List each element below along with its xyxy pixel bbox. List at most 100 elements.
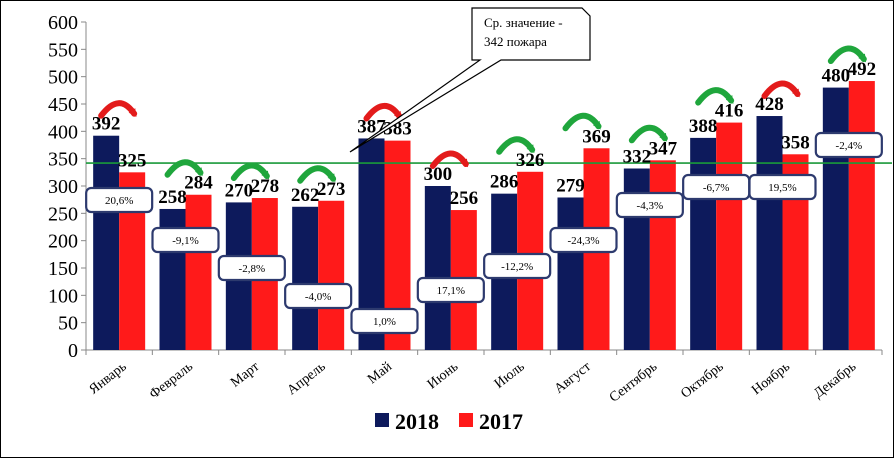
change-label: 19,5% [768, 182, 796, 194]
x-tick-label: Ноябрь [749, 359, 793, 398]
trend-arrow-up [98, 100, 138, 119]
x-tick-label: Август [552, 359, 594, 397]
change-box [483, 252, 552, 280]
legend: 2018 2017 [375, 409, 523, 434]
legend-label-2017: 2017 [479, 409, 523, 434]
y-tick-label: 0 [68, 340, 78, 362]
change-box [284, 282, 353, 310]
value-label-2018: 258 [158, 187, 187, 208]
change-label: -4,0% [305, 291, 332, 303]
legend-swatch-2018 [375, 413, 389, 427]
value-label-2018: 300 [424, 164, 453, 185]
value-label-2017: 347 [649, 138, 678, 159]
x-tick-label: Апрель [285, 359, 329, 398]
change-box [217, 254, 286, 282]
x-tick-label: Июнь [425, 359, 461, 392]
trend-arrow-down [695, 87, 735, 106]
x-tick-label: Декабрь [811, 359, 859, 401]
y-tick-label: 550 [48, 39, 78, 61]
value-label-2018: 332 [623, 147, 652, 168]
bar-2018 [292, 206, 319, 350]
x-tick-label: Октябрь [678, 359, 726, 401]
change-box [350, 307, 419, 335]
value-label-2017: 358 [781, 132, 810, 153]
trend-arrow-up [761, 80, 801, 100]
change-box [85, 186, 154, 214]
bar-2018 [557, 197, 584, 350]
bar-2018 [822, 87, 849, 350]
change-label: 17,1% [437, 285, 465, 297]
y-tick-label: 350 [48, 149, 78, 171]
value-label-2018: 286 [490, 172, 519, 193]
x-tick-label: Сентябрь [607, 359, 660, 405]
bar-2017 [318, 200, 345, 350]
change-label: -2,8% [239, 263, 266, 275]
change-label: -2,4% [836, 140, 863, 152]
bar-2017 [716, 122, 743, 350]
value-label-2017: 492 [848, 59, 877, 80]
trend-arrow-down [297, 165, 337, 184]
change-label: 1,0% [373, 316, 396, 328]
trend-arrow-down [496, 136, 536, 155]
callout-line-2: 342 пожара [484, 34, 547, 49]
x-tick-label: Июль [492, 359, 528, 392]
value-label-2018: 480 [822, 66, 851, 87]
trend-arrow-down [562, 112, 602, 132]
change-label: -9,1% [172, 235, 199, 247]
value-label-2017: 256 [450, 188, 479, 209]
value-label-2018: 279 [556, 175, 585, 196]
y-tick-label: 400 [48, 121, 78, 143]
value-label-2018: 388 [689, 116, 718, 137]
value-label-2017: 369 [582, 126, 611, 147]
value-label-2017: 284 [184, 173, 213, 194]
y-tick-label: 300 [48, 176, 78, 198]
value-label-2017: 326 [516, 150, 545, 171]
change-boxes-layer: 20,6% -9,1% -2,8% -4,0% 1,0% 17,1% -12,2% -24,3… [85, 131, 883, 335]
trend-arrow-down [164, 159, 204, 178]
average-callout: Ср. значение - 342 пожара [349, 7, 591, 153]
change-label: -4,3% [637, 200, 664, 212]
y-tick-label: 100 [48, 285, 78, 307]
bar-2018 [93, 135, 120, 350]
y-tick-label: 50 [58, 313, 78, 335]
change-label: -24,3% [567, 235, 599, 247]
trend-arrow-down [827, 45, 867, 65]
trend-arrow-up [363, 102, 403, 122]
x-tick-label: Февраль [147, 359, 196, 402]
change-box [549, 226, 618, 254]
value-label-2018: 387 [357, 116, 386, 137]
y-tick-label: 150 [48, 258, 78, 280]
callout-line-1: Ср. значение - [484, 15, 563, 30]
bar-2018 [424, 186, 451, 350]
x-tick-label: Май [365, 359, 395, 387]
change-box [615, 191, 684, 219]
change-box [748, 173, 817, 201]
trend-arrow-down [628, 124, 668, 144]
change-label: -6,7% [703, 182, 730, 194]
change-label: 20,6% [105, 195, 133, 207]
value-label-2018: 262 [291, 185, 320, 206]
x-tick-label: Март [228, 359, 262, 390]
bar-2018 [756, 116, 783, 350]
value-label-2017: 273 [317, 179, 346, 200]
bars-layer [93, 81, 875, 350]
y-tick-label: 500 [48, 67, 78, 89]
change-box [814, 131, 883, 159]
y-tick-label: 600 [48, 12, 78, 34]
change-label: -12,2% [501, 261, 533, 273]
value-label-2017: 278 [251, 176, 280, 197]
trend-arrow-up [429, 150, 469, 169]
value-label-2018: 428 [755, 94, 784, 115]
y-tick-label: 250 [48, 203, 78, 225]
change-box [416, 276, 485, 304]
bar-2017 [848, 81, 875, 350]
legend-swatch-2017 [459, 413, 473, 427]
x-tick-label: Январь [87, 359, 130, 397]
value-label-2017: 416 [715, 101, 744, 122]
legend-label-2018: 2018 [395, 409, 439, 434]
y-tick-label: 200 [48, 231, 78, 253]
bar-2017 [649, 160, 676, 350]
y-tick-label: 450 [48, 94, 78, 116]
